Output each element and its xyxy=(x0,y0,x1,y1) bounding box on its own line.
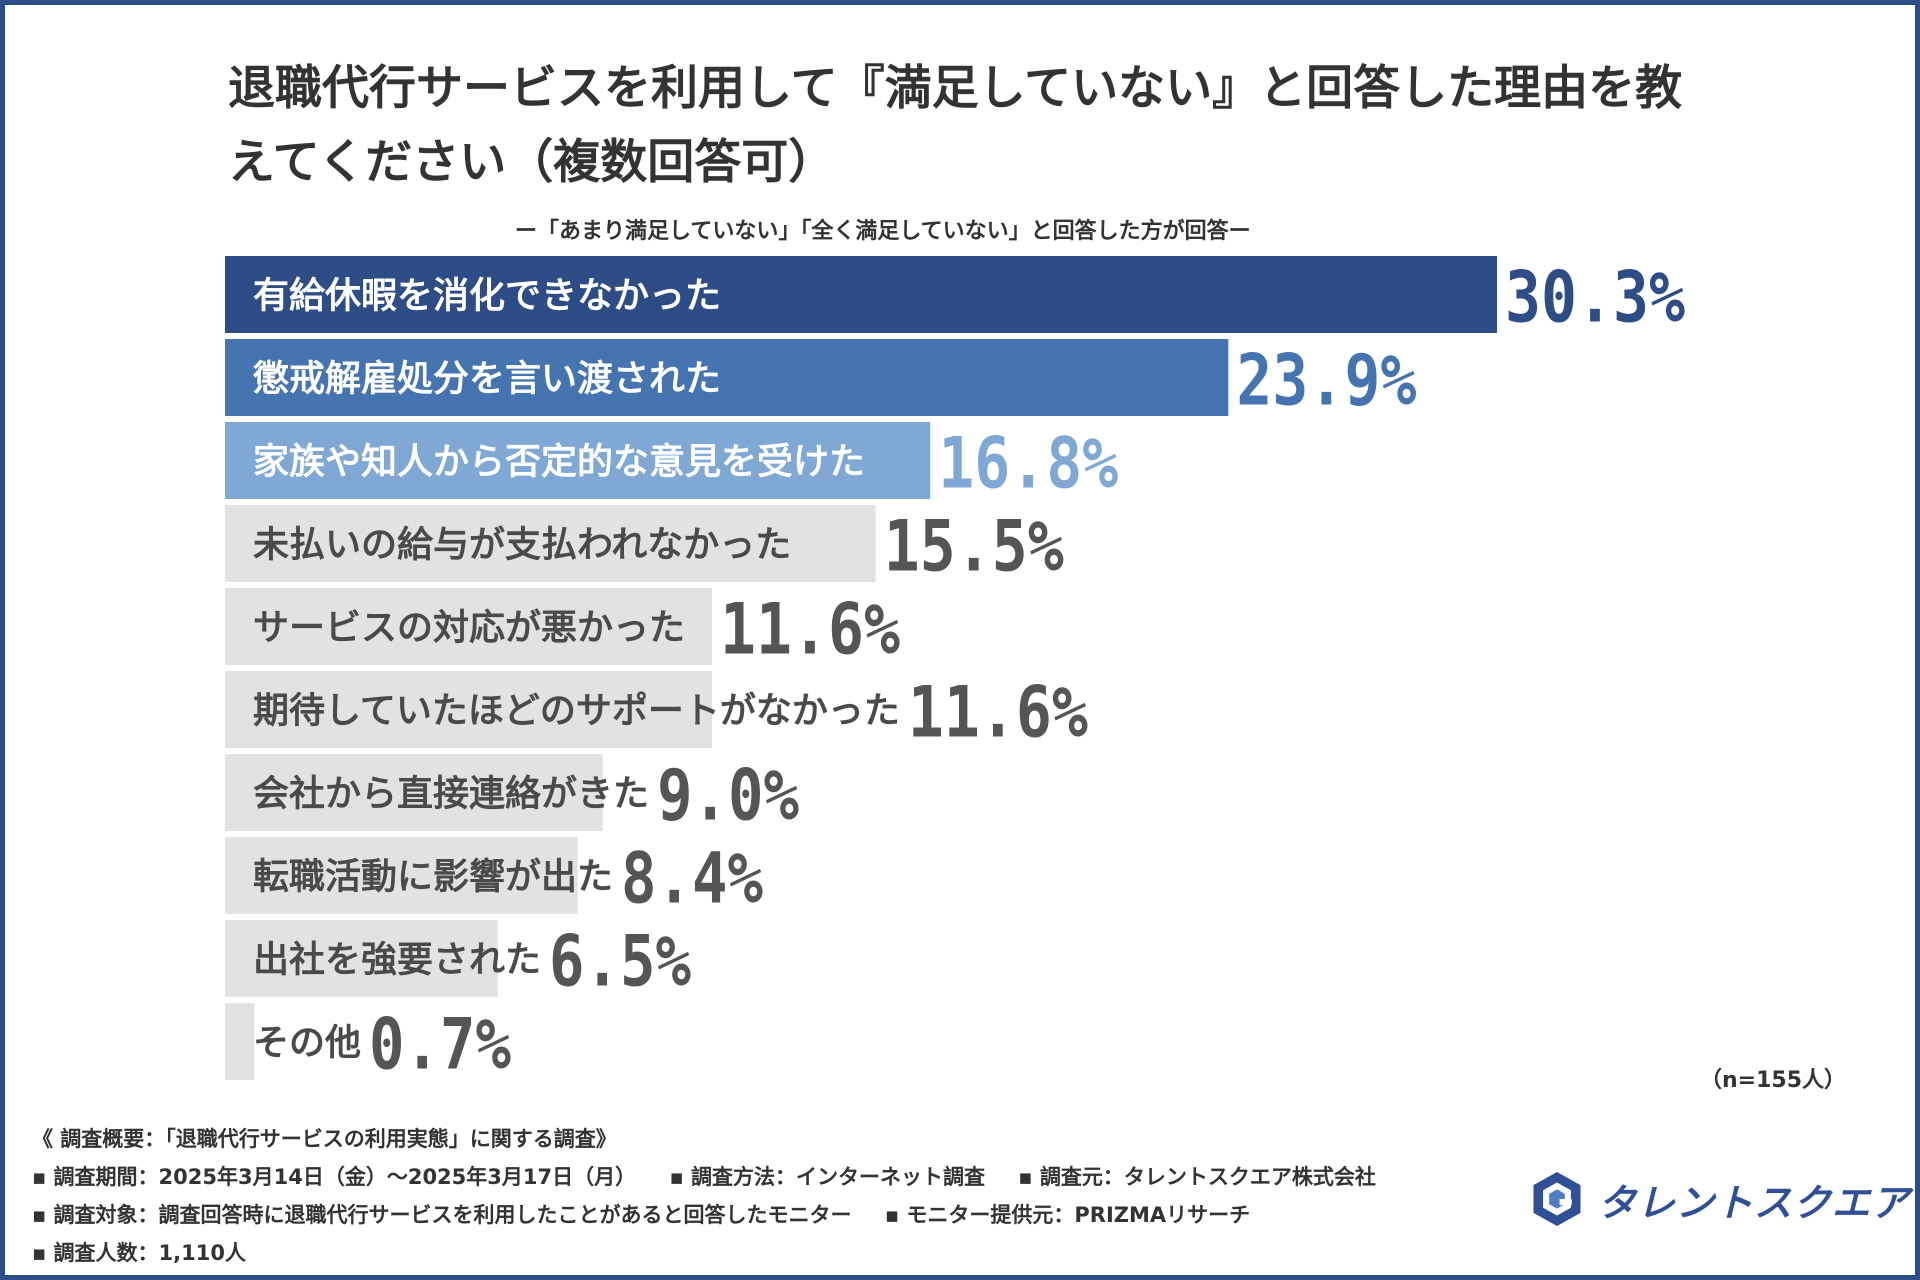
bar-value-8: 8.4% xyxy=(621,838,763,920)
bar-value-1: 30.3% xyxy=(1505,257,1685,339)
bar-label-4: 未払いの給与が支払われなかった xyxy=(253,525,791,566)
bar-1 xyxy=(225,256,1497,333)
talent-square-logo-icon xyxy=(1533,1172,1581,1226)
bar-label-6: 期待していたほどのサポートがなかった xyxy=(253,690,900,732)
survey-method: 調査方法：インターネット調査 xyxy=(669,1158,985,1196)
bar-label-8: 転職活動に影響が出た xyxy=(253,856,613,898)
bar-value-4: 15.5% xyxy=(884,506,1064,588)
bar-label-2: 懲戒解雇処分を言い渡された xyxy=(253,359,721,400)
bar-label-1: 有給休暇を消化できなかった xyxy=(253,276,721,317)
bar-value-10: 0.7% xyxy=(369,1004,511,1086)
bar-label-9: 出社を強要された xyxy=(253,940,541,981)
survey-count: 調査人数：1,110人 xyxy=(32,1234,246,1272)
bar-value-7: 9.0% xyxy=(657,755,799,837)
sample-size-note: （n=155人） xyxy=(1700,1068,1847,1093)
survey-target: 調査対象：調査回答時に退職代行サービスを利用したことがあると回答したモニター xyxy=(32,1196,852,1234)
bar-4 xyxy=(225,505,876,582)
bar-5 xyxy=(225,588,712,665)
bar-label-10: その他 xyxy=(253,1023,361,1064)
bar-9 xyxy=(225,920,498,997)
bar-value-2: 23.9% xyxy=(1236,340,1416,422)
bar-3 xyxy=(225,422,931,499)
bar-value-5: 11.6% xyxy=(720,589,900,671)
survey-summary: 《 調査概要：「退職代行サービスの利用実態」に関する調査》 調査期間：2025年… xyxy=(32,1120,1532,1272)
bar-label-5: サービスの対応が悪かった xyxy=(253,608,685,649)
bar-label-3: 家族や知人から否定的な意見を受けた xyxy=(253,442,865,483)
chart-title: 退職代行サービスを利用して『満足していない』と回答した理由を教えてください（複数… xyxy=(228,61,1683,190)
bar-2 xyxy=(225,339,1229,416)
bar-10 xyxy=(225,1003,255,1080)
bar-value-6: 11.6% xyxy=(908,672,1088,754)
bar-6 xyxy=(225,671,712,748)
bar-label-7: 会社から直接連絡がきた xyxy=(253,774,649,815)
bar-value-9: 6.5% xyxy=(549,921,691,1003)
bar-7 xyxy=(225,754,603,831)
logo-text: タレントスクエア xyxy=(1597,1180,1910,1225)
bar-8 xyxy=(225,837,578,914)
survey-organizer: 調査元：タレントスクエア株式会社 xyxy=(1018,1158,1376,1196)
survey-heading: 《 調査概要：「退職代行サービスの利用実態」に関する調査》 xyxy=(32,1127,617,1151)
chart-subtitle: ー「あまり満足していない」「全く満足していない」と回答した方が回答ー xyxy=(515,219,1251,244)
survey-period: 調査期間：2025年3月14日（金）～2025年3月17日（月） xyxy=(32,1158,637,1196)
company-logo: タレントスクエア xyxy=(1530,1164,1910,1234)
survey-provider: モニター提供元：PRIZMAリサーチ xyxy=(885,1196,1250,1234)
bar-value-3: 16.8% xyxy=(938,423,1118,505)
